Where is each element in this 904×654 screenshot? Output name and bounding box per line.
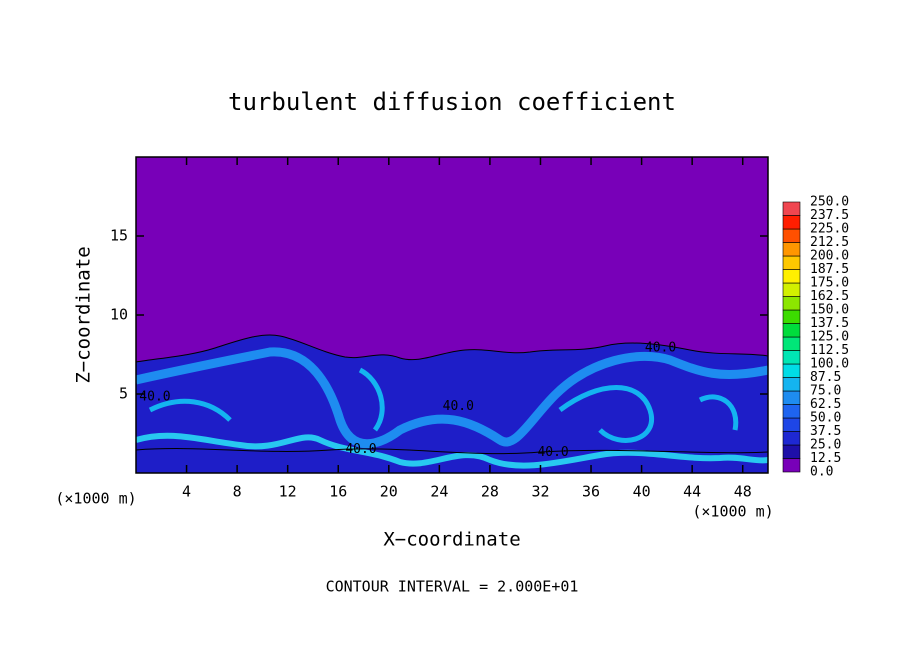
field-streak [136,432,768,469]
colorbar-label: 62.5 [810,397,841,412]
colorbar-label: 150.0 [810,303,849,318]
colorbar-swatch [782,336,801,351]
footnote: CONTOUR INTERVAL = 2.000E+01 [326,578,579,596]
colorbar-swatch [782,377,801,392]
contour-label: 40.0 [537,445,568,460]
colorbar-label: 112.5 [810,343,849,358]
chart-title: turbulent diffusion coefficient [228,88,676,116]
x-unit-label: (×1000 m) [55,490,136,508]
colorbar-swatch [782,282,801,297]
x-tick-label: 16 [329,483,347,501]
field-streak [136,347,768,449]
x-axis-label: X−coordinate [383,529,520,551]
colorbar-swatch [782,323,801,338]
contour-line [136,448,768,455]
colorbar-swatch [782,215,801,230]
colorbar-label: 250.0 [810,195,849,210]
colorbar-label: 200.0 [810,249,849,264]
x-tick-label: 40 [633,483,651,501]
y-tick-label: 10 [110,306,128,324]
colorbar-label: 87.5 [810,370,841,385]
colorbar-label: 187.5 [810,262,849,277]
field [136,334,768,473]
colorbar-swatch [782,269,801,284]
contour-label: 40.0 [139,390,170,405]
colorbar-label: 75.0 [810,384,841,399]
colorbar-swatch [782,201,801,216]
x-tick-label: 20 [380,483,398,501]
x-tick-label: 44 [683,483,701,501]
y-tick-label: 15 [110,227,128,245]
colorbar-swatch [782,255,801,270]
colorbar-label: 37.5 [810,424,841,439]
colorbar-label: 125.0 [810,330,849,345]
x-tick-label: 24 [430,483,448,501]
colorbar-swatch [782,431,801,446]
colorbar-label: 175.0 [810,276,849,291]
contour-label: 40.0 [345,442,376,457]
colorbar-label: 100.0 [810,357,849,372]
colorbar-swatch [782,404,801,419]
colorbar-label: 12.5 [810,451,841,466]
contour-label: 40.0 [443,399,474,414]
colorbar-swatch [782,444,801,459]
colorbar-swatch [782,363,801,378]
colorbar-swatch [782,296,801,311]
colorbar-label: 162.5 [810,289,849,304]
colorbar-label: 25.0 [810,438,841,453]
colorbar-swatch [782,350,801,365]
colorbar-swatch [782,390,801,405]
colorbar-label: 50.0 [810,411,841,426]
x-tick-label: 32 [531,483,549,501]
x-tick-label: 4 [182,483,191,501]
colorbar-swatch [782,417,801,432]
colorbar-swatch [782,228,801,243]
colorbar-swatch [782,458,801,473]
colorbar-label: 0.0 [810,465,833,480]
colorbar-swatch [782,309,801,324]
colorbar-swatch [782,242,801,257]
x-tick-label: 8 [233,483,242,501]
x-tick-label: 36 [582,483,600,501]
y-tick-label: 5 [119,385,128,403]
field-streak [148,367,739,443]
x-tick-label: 28 [481,483,499,501]
y-axis-label: Z−coordinate [73,246,95,383]
colorbar-label: 225.0 [810,222,849,237]
colorbar-label: 137.5 [810,316,849,331]
x-tick-label: 48 [734,483,752,501]
colorbar-label: 237.5 [810,208,849,223]
colorbar-label: 212.5 [810,235,849,250]
x-unit-label: (×1000 m) [692,503,773,521]
contour-label: 40.0 [645,341,676,356]
x-tick-label: 12 [279,483,297,501]
